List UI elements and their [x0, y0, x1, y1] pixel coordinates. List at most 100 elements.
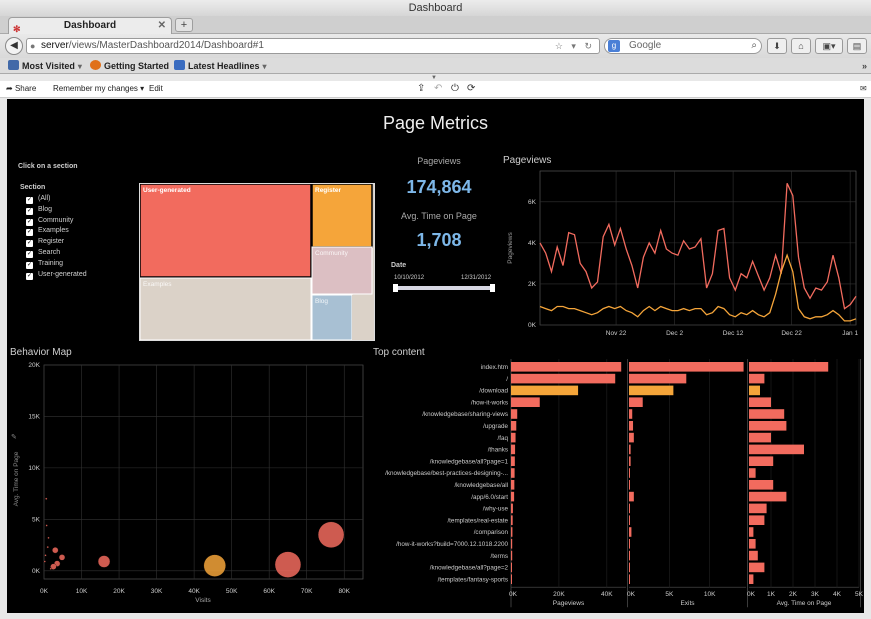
bar [629, 444, 631, 455]
bookmark-label: Most Visited [22, 61, 75, 71]
x-tick-label: Dec 22 [781, 330, 802, 337]
category-label: /how-it-works?build=7000.12.1018.2200 [396, 541, 508, 548]
category-label: /upgrade [483, 423, 508, 430]
x-tick-label: 5K [855, 591, 864, 598]
filter-item[interactable]: ✓ Training [26, 259, 63, 269]
bookmark-most-visited[interactable]: Most Visited ▾ [8, 58, 82, 75]
search-icon[interactable]: ⌕ [751, 40, 757, 51]
bar [629, 574, 630, 584]
remember-changes-button[interactable]: Remember my changes ▾ [53, 81, 144, 97]
checkbox-icon[interactable]: ✓ [26, 261, 33, 269]
filter-item[interactable]: ✓ Community [26, 216, 74, 226]
dashboard-toolbar: ➦ Share Remember my changes ▾ Edit ⇪ ↶ ⏻… [0, 81, 871, 98]
export-icon[interactable]: ⇪ [417, 83, 426, 94]
bar [749, 409, 785, 419]
filter-item[interactable]: ✓ Register [26, 237, 64, 248]
refresh-icon[interactable]: ⟳ [467, 83, 476, 94]
y-tick-label: 15K [28, 413, 40, 420]
x-tick-label: 0K [747, 591, 756, 598]
revert-icon[interactable]: ⏻ [451, 83, 459, 94]
x-tick-label: 60K [263, 588, 275, 595]
filter-item[interactable]: ✓ (All) [26, 194, 51, 204]
display-menu-icon[interactable]: ▣▾ [815, 38, 843, 54]
treemap-cell[interactable]: Blog [311, 294, 353, 341]
bar [511, 515, 513, 525]
home-icon[interactable]: ⌂ [791, 38, 811, 54]
category-label: /comparison [474, 529, 509, 536]
share-button[interactable]: ➦ Share [6, 81, 36, 97]
category-label: /knowledgebase/sharing-views [422, 411, 508, 418]
tab-dashboard[interactable]: ✻ Dashboard ✕ [8, 17, 172, 34]
x-tick-label: Dec 2 [666, 330, 683, 337]
chevron-down-icon: ▾ [262, 62, 267, 71]
filter-item[interactable]: ✓ Search [26, 248, 61, 258]
checkbox-icon[interactable]: ✓ [26, 197, 33, 204]
bookmark-getting-started[interactable]: Getting Started [90, 58, 169, 74]
checkbox-icon[interactable]: ✓ [26, 272, 33, 280]
filter-item-label: Search [38, 249, 61, 256]
treemap-cell[interactable]: User-generated [139, 183, 312, 278]
y-tick-label: 20K [28, 362, 40, 369]
treemap-cell[interactable]: Register [311, 183, 373, 248]
checkbox-icon[interactable]: ✓ [26, 207, 33, 215]
bookmark-latest-headlines[interactable]: Latest Headlines ▾ [174, 58, 267, 75]
extension-icon[interactable]: ▤ [847, 38, 867, 54]
y-tick-label: 0K [32, 568, 41, 575]
bar [749, 397, 771, 407]
x-tick-label: 2K [789, 591, 798, 598]
filter-item[interactable]: ✓ Blog [26, 205, 52, 215]
bar [749, 362, 829, 372]
google-icon[interactable]: g [608, 40, 620, 52]
download-icon[interactable]: ⬇ [767, 38, 787, 54]
window-titlebar[interactable]: Dashboard [0, 0, 871, 16]
x-tick-label: 5K [665, 591, 674, 598]
treemap-cell[interactable]: Community [311, 246, 373, 295]
checkbox-icon[interactable]: ✓ [26, 240, 33, 248]
url-bar[interactable]: ● server/views/MasterDashboard2014/Dashb… [26, 38, 600, 54]
treemap-rect [311, 246, 373, 295]
checkbox-icon[interactable]: ✓ [26, 229, 33, 237]
scatter-point [52, 546, 59, 554]
bar [749, 574, 754, 584]
bar [749, 515, 765, 525]
close-tab-icon[interactable]: ✕ [157, 20, 166, 31]
treemap-label: Examples [143, 281, 172, 288]
undo-icon[interactable]: ↶ [434, 83, 443, 94]
date-slider-start-handle[interactable] [393, 284, 398, 292]
x-tick-label: 1K [767, 591, 776, 598]
x-axis-label: Avg. Time on Page [777, 600, 832, 607]
edit-button[interactable]: Edit [149, 84, 163, 93]
category-label: /faq [497, 435, 508, 442]
bar [629, 539, 630, 549]
behavior-map-chart: 0K 10K 20K 30K 40K 50K 60K 70K 80K 0K 5K 10K 15K 20K V… [11, 362, 364, 604]
mail-icon[interactable]: ✉ [860, 84, 867, 93]
new-tab-button[interactable]: + [175, 18, 193, 32]
back-button[interactable]: ◀ [5, 37, 23, 55]
resize-grip-icon[interactable]: ▼ [431, 75, 437, 81]
bar [511, 574, 512, 584]
bookmarks-icon [8, 60, 19, 70]
bookmark-label: Latest Headlines [188, 61, 260, 71]
bar [749, 527, 754, 537]
filter-item-label: Community [38, 216, 74, 224]
bookmark-star-icon[interactable]: ☆ ▾ ↻ [554, 41, 595, 51]
bar [629, 515, 630, 525]
filter-item-label: (All) [38, 195, 51, 202]
filter-item[interactable]: ✓ Examples [26, 226, 69, 237]
date-slider-end-handle[interactable] [490, 284, 495, 292]
scatter-point [58, 554, 66, 561]
date-slider-track[interactable] [396, 286, 494, 290]
x-tick-label: 20K [113, 588, 125, 595]
checkbox-icon[interactable]: ✓ [26, 251, 33, 258]
bar [629, 421, 634, 431]
x-tick-label: Dec 12 [723, 330, 744, 337]
search-input[interactable]: g Google ⌕ [604, 38, 762, 54]
filter-item[interactable]: ✓ User-generated [26, 270, 87, 280]
scatter-point [203, 554, 226, 577]
checkbox-icon[interactable]: ✓ [26, 218, 33, 226]
more-bookmarks-icon[interactable]: » [861, 61, 867, 71]
treemap-cell[interactable]: Examples [139, 277, 312, 341]
category-label: / [506, 376, 508, 383]
bar [629, 562, 630, 573]
scatter-point [49, 567, 52, 570]
